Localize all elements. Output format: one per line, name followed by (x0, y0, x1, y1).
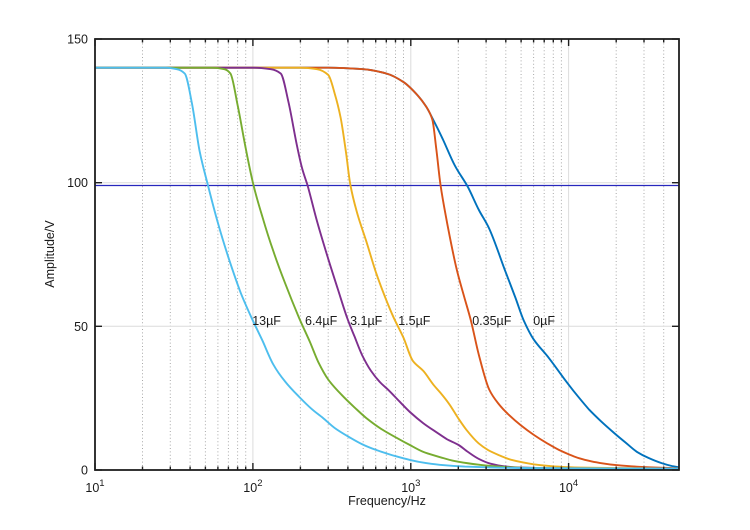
x-tick-label: 104 (559, 478, 578, 495)
y-axis-label: Amplitude/V (43, 220, 57, 288)
curve-6.4uF (94, 66, 680, 470)
y-tick-label: 0 (81, 464, 88, 478)
y-tick-label: 50 (74, 320, 88, 334)
x-tick-label: 102 (243, 478, 262, 495)
y-tick-label: 100 (67, 176, 88, 190)
curve-labels: 13µF 6.4µF 3.1µF 1.5µF 0.35µF 0µF (252, 314, 555, 328)
tick-labels: 101 102 103 104 0 50 100 150 (67, 33, 578, 496)
curve-3.1uF (94, 66, 680, 470)
x-tick-label: 101 (85, 478, 104, 495)
major-gridlines (96, 40, 678, 469)
minor-gridlines (142, 40, 665, 469)
curve-label-3.1uF: 3.1µF (350, 314, 383, 328)
curve-label-6.4uF: 6.4µF (305, 314, 338, 328)
curve-0.35uF (94, 66, 680, 470)
curve-label-1.5uF: 1.5µF (398, 314, 431, 328)
curve-label-0uF: 0µF (533, 314, 555, 328)
curve-0uF (94, 66, 680, 469)
axis-ticks (94, 38, 679, 471)
curves (94, 66, 680, 470)
curve-label-13uF: 13µF (252, 314, 281, 328)
x-tick-label: 103 (401, 478, 420, 495)
curve-1.5uF (94, 66, 680, 470)
y-tick-label: 150 (67, 33, 88, 47)
curve-13uF (94, 66, 680, 470)
plot-frame (94, 38, 680, 471)
x-axis-label: Frequency/Hz (348, 494, 426, 508)
curve-label-0.35uF: 0.35µF (472, 314, 512, 328)
